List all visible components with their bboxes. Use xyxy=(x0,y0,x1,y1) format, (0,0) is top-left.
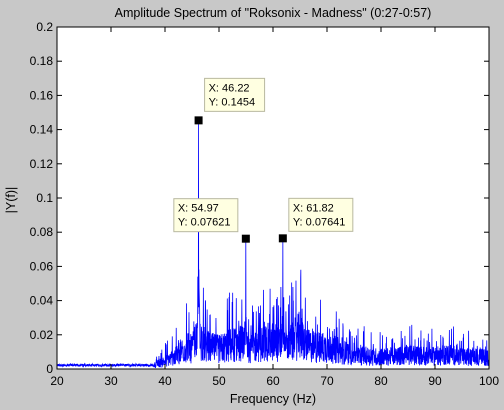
x-tick-label: 30 xyxy=(104,374,118,388)
x-tick-label: 60 xyxy=(266,374,280,388)
markers-layer xyxy=(194,116,287,243)
datatip[interactable]: X: 54.97 Y: 0.07621 xyxy=(173,198,239,233)
series-layer xyxy=(56,120,490,369)
datatip-box xyxy=(288,197,354,232)
y-tick-label: 0.18 xyxy=(30,54,54,68)
datatip-marker[interactable] xyxy=(241,234,250,243)
y-tick-label: 0.14 xyxy=(30,123,54,137)
x-tick-label: 50 xyxy=(212,374,226,388)
datatip[interactable]: X: 61.82 Y: 0.07641 xyxy=(288,197,354,232)
x-tick-label: 20 xyxy=(50,374,64,388)
y-tick-label: 0.16 xyxy=(30,88,54,102)
x-tick-label: 80 xyxy=(374,374,388,388)
datatip-y-label: Y: 0.07641 xyxy=(293,216,346,228)
y-tick-label: 0.04 xyxy=(30,294,54,308)
datatip-x-label: X: 54.97 xyxy=(178,203,219,215)
datatip-marker[interactable] xyxy=(194,116,203,125)
datatip-y-label: Y: 0.07621 xyxy=(178,217,231,229)
x-tick-label: 100 xyxy=(479,374,499,388)
y-axis-label: |Y(f)| xyxy=(4,187,18,214)
y-tick-label: 0.02 xyxy=(30,328,54,342)
y-tick-label: 0.2 xyxy=(36,20,53,34)
x-tick-label: 70 xyxy=(320,374,334,388)
datatip-box xyxy=(204,77,266,112)
y-tick-label: 0 xyxy=(46,362,53,376)
y-tick-label: 0.08 xyxy=(30,225,54,239)
ticks-layer: 20 30 40 50 60 70 80 90 100 0 0.02 0.04 0.06 0.08 0.1 0… xyxy=(30,20,500,388)
datatip-x-label: X: 46.22 xyxy=(209,82,250,94)
datatip[interactable]: X: 46.22 Y: 0.1454 xyxy=(204,77,266,112)
datatip-y-label: Y: 0.1454 xyxy=(209,96,256,108)
x-tick-label: 90 xyxy=(428,374,442,388)
x-tick-label: 40 xyxy=(158,374,172,388)
y-tick-label: 0.1 xyxy=(36,191,53,205)
x-axis-label: Frequency (Hz) xyxy=(230,392,316,406)
datatips-layer: X: 46.22 Y: 0.1454 X: 54.97 Y: 0.07621 X: 61… xyxy=(173,77,354,233)
datatip-x-label: X: 61.82 xyxy=(293,202,334,214)
chart-title: Amplitude Spectrum of "Roksonix - Madnes… xyxy=(115,6,432,20)
y-tick-label: 0.06 xyxy=(30,259,54,273)
y-tick-label: 0.12 xyxy=(30,157,54,171)
datatip-marker[interactable] xyxy=(278,234,287,243)
spectrum-series-line xyxy=(56,120,490,369)
datatip-box xyxy=(173,198,239,233)
